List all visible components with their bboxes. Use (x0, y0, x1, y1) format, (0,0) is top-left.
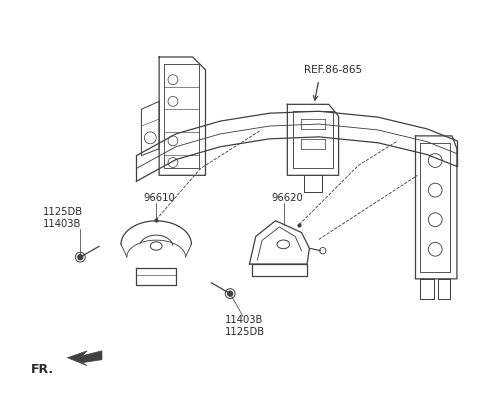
Text: 96610: 96610 (144, 193, 175, 203)
Text: 11403B: 11403B (43, 219, 81, 228)
Text: 1125DB: 1125DB (225, 327, 265, 337)
Circle shape (78, 255, 83, 260)
Text: REF.86-865: REF.86-865 (304, 65, 362, 75)
Circle shape (228, 291, 233, 296)
Text: 1125DB: 1125DB (43, 207, 83, 217)
Text: FR.: FR. (31, 363, 54, 376)
Text: 11403B: 11403B (225, 315, 264, 325)
Text: 96620: 96620 (272, 193, 303, 203)
Polygon shape (68, 351, 102, 366)
